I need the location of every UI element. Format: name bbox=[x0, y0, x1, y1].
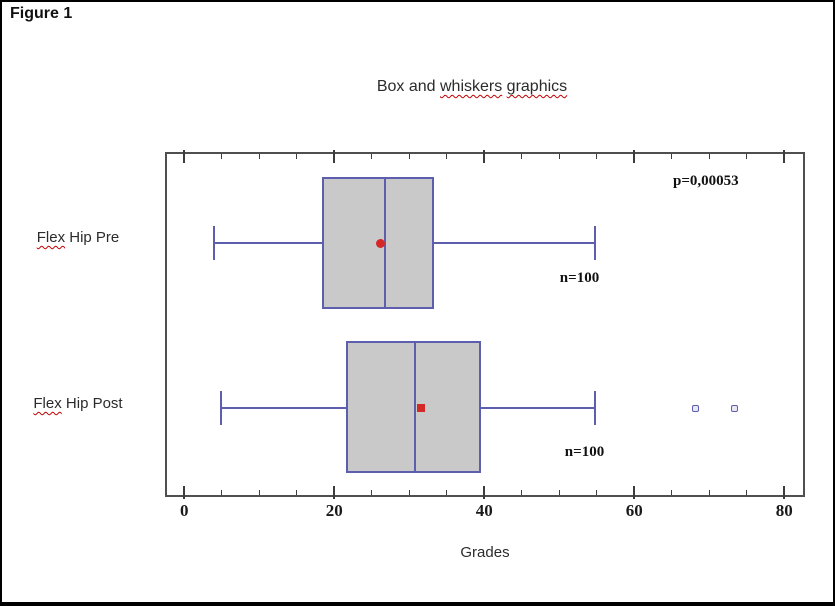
whisker-cap-right bbox=[593, 391, 596, 425]
category-label-flex-hip-pre: Flex Hip Pre bbox=[2, 228, 154, 248]
x-axis-minor-tick bbox=[221, 154, 223, 159]
category-label-pre-rest: Hip Pre bbox=[65, 229, 120, 246]
x-axis-minor-tick bbox=[296, 154, 298, 159]
p-value-label: p=0,00053 bbox=[673, 173, 739, 189]
mean-marker bbox=[416, 404, 425, 412]
x-axis-tick-label: 0 bbox=[180, 501, 189, 520]
outlier-point bbox=[730, 404, 738, 412]
figure-label: Figure 1 bbox=[10, 5, 73, 22]
median-line bbox=[414, 341, 417, 473]
median-line bbox=[384, 177, 387, 309]
category-label-post-rest: Hip Post bbox=[61, 395, 123, 412]
outlier-point bbox=[691, 404, 699, 412]
x-axis-title: Grades bbox=[460, 544, 510, 561]
chart-title-squiggle-word2: graphics bbox=[506, 78, 568, 95]
category-label-post-squiggle: Flex bbox=[33, 395, 62, 412]
whisker-line-right bbox=[434, 242, 595, 244]
x-axis-major-tick bbox=[783, 150, 786, 163]
x-axis-minor-tick bbox=[558, 490, 560, 495]
x-axis-tick-label: 20 bbox=[325, 501, 343, 520]
x-axis-minor-tick bbox=[258, 154, 260, 159]
x-axis-major-tick bbox=[633, 150, 636, 163]
x-axis-minor-tick bbox=[521, 490, 523, 495]
x-axis-tick-label: 60 bbox=[625, 501, 643, 520]
mean-marker bbox=[375, 238, 385, 248]
x-axis-tick-label: 40 bbox=[475, 501, 493, 520]
n-count-label: n=100 bbox=[559, 270, 600, 286]
x-axis-minor-tick bbox=[596, 490, 598, 495]
x-axis-minor-tick bbox=[708, 490, 710, 495]
x-axis-major-tick bbox=[483, 150, 486, 163]
chart-title-squiggle-word1: whiskers bbox=[439, 78, 503, 95]
x-axis-major-tick bbox=[333, 486, 336, 499]
x-axis-major-tick bbox=[783, 486, 786, 499]
x-axis-tick-label: 80 bbox=[775, 501, 793, 520]
category-label-flex-hip-post: Flex Hip Post bbox=[2, 394, 154, 414]
plot-area: 0 20 40 60 80 p=0,00053 n=100 n=100 bbox=[165, 150, 805, 520]
x-axis-minor-tick bbox=[371, 154, 373, 159]
x-axis-minor-tick bbox=[558, 154, 560, 159]
n-count-label: n=100 bbox=[564, 444, 605, 460]
x-axis-major-tick bbox=[183, 150, 186, 163]
whisker-line-left bbox=[221, 407, 347, 409]
whisker-cap-right bbox=[593, 226, 596, 260]
whisker-cap-left bbox=[220, 391, 222, 425]
x-axis-minor-tick bbox=[221, 490, 223, 495]
whisker-line-left bbox=[213, 242, 323, 244]
x-axis-major-tick bbox=[333, 150, 336, 163]
chart-title-plain: Box and bbox=[376, 78, 440, 95]
x-axis-minor-tick bbox=[446, 154, 448, 159]
x-axis-minor-tick bbox=[596, 154, 598, 159]
x-axis-minor-tick bbox=[746, 490, 748, 495]
iqr-box bbox=[346, 341, 481, 473]
x-axis-minor-tick bbox=[708, 154, 710, 159]
x-axis-major-tick bbox=[483, 486, 486, 499]
x-axis-minor-tick bbox=[258, 490, 260, 495]
chart-title: Box and whiskers graphics bbox=[122, 78, 822, 96]
x-axis-minor-tick bbox=[521, 154, 523, 159]
x-axis-major-tick bbox=[183, 486, 186, 499]
whisker-cap-left bbox=[212, 226, 215, 260]
x-axis-minor-tick bbox=[671, 490, 673, 495]
x-axis-minor-tick bbox=[671, 154, 673, 159]
whisker-line-right bbox=[480, 407, 595, 409]
x-axis-minor-tick bbox=[371, 490, 373, 495]
category-label-pre-squiggle: Flex bbox=[36, 229, 66, 246]
x-axis-minor-tick bbox=[296, 490, 298, 495]
x-axis-minor-tick bbox=[408, 154, 410, 159]
x-axis-minor-tick bbox=[746, 154, 748, 159]
x-axis-minor-tick bbox=[408, 490, 410, 495]
x-axis-major-tick bbox=[633, 486, 636, 499]
x-axis-minor-tick bbox=[446, 490, 448, 495]
